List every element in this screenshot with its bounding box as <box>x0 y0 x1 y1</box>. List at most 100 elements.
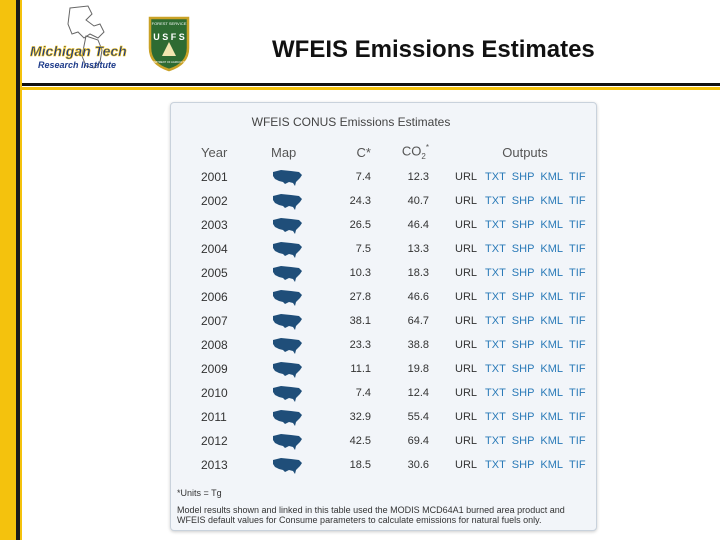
map-cell[interactable] <box>271 165 337 189</box>
carbon-cell: 23.3 <box>349 339 371 351</box>
output-link-url[interactable]: URL <box>455 387 478 399</box>
output-link-shp[interactable]: SHP <box>511 363 535 375</box>
map-cell[interactable] <box>271 189 337 213</box>
output-link-txt[interactable]: TXT <box>485 387 506 399</box>
carbon-cell: 11.1 <box>350 363 371 375</box>
output-link-tif[interactable]: TIF <box>569 363 586 375</box>
output-link-tif[interactable]: TIF <box>569 291 586 303</box>
map-cell[interactable] <box>271 309 337 333</box>
shield-letters: U S F S <box>153 32 185 42</box>
map-cell[interactable] <box>271 333 337 357</box>
output-link-kml[interactable]: KML <box>540 291 564 303</box>
output-link-tif[interactable]: TIF <box>569 435 586 447</box>
output-link-shp[interactable]: SHP <box>511 339 535 351</box>
output-link-url[interactable]: URL <box>455 243 478 255</box>
output-link-url[interactable]: URL <box>455 435 478 447</box>
output-link-txt[interactable]: TXT <box>485 219 506 231</box>
output-link-tif[interactable]: TIF <box>569 171 586 183</box>
us-map-icon <box>273 458 302 474</box>
output-link-shp[interactable]: SHP <box>511 435 535 447</box>
output-link-shp[interactable]: SHP <box>511 459 535 471</box>
map-cell[interactable] <box>271 213 337 237</box>
output-link-tif[interactable]: TIF <box>569 339 586 351</box>
output-link-txt[interactable]: TXT <box>485 291 506 303</box>
shield-bottom-text: DEPARTMENT OF AGRICULTURE <box>149 60 190 64</box>
outputs-cell: URL TXT SHP KML TIF <box>455 309 595 333</box>
output-link-shp[interactable]: SHP <box>511 195 535 207</box>
output-link-url[interactable]: URL <box>455 267 478 279</box>
output-link-tif[interactable]: TIF <box>569 267 586 279</box>
map-cell[interactable] <box>271 237 337 261</box>
year-cell: 2003 <box>201 218 228 232</box>
output-link-shp[interactable]: SHP <box>511 219 535 231</box>
map-cell[interactable] <box>271 357 337 381</box>
output-link-url[interactable]: URL <box>455 219 478 231</box>
output-link-txt[interactable]: TXT <box>485 339 506 351</box>
output-link-tif[interactable]: TIF <box>569 315 586 327</box>
output-link-kml[interactable]: KML <box>540 171 564 183</box>
header-divider <box>22 83 720 86</box>
output-link-shp[interactable]: SHP <box>511 291 535 303</box>
output-link-kml[interactable]: KML <box>540 315 564 327</box>
map-cell[interactable] <box>271 285 337 309</box>
co2-cell: 12.3 <box>407 171 429 183</box>
header-co2-sub: 2 <box>421 151 426 161</box>
output-link-tif[interactable]: TIF <box>569 411 586 423</box>
map-cell[interactable] <box>271 261 337 285</box>
output-link-kml[interactable]: KML <box>540 411 564 423</box>
us-map-icon <box>273 314 302 330</box>
units-note: *Units = Tg <box>177 488 222 498</box>
output-link-shp[interactable]: SHP <box>511 387 535 399</box>
co2-cell: 46.4 <box>407 219 429 231</box>
output-link-kml[interactable]: KML <box>540 363 564 375</box>
output-link-kml[interactable]: KML <box>540 219 564 231</box>
output-link-txt[interactable]: TXT <box>485 171 506 183</box>
output-link-tif[interactable]: TIF <box>569 459 586 471</box>
output-link-txt[interactable]: TXT <box>485 195 506 207</box>
output-link-kml[interactable]: KML <box>540 459 564 471</box>
output-link-shp[interactable]: SHP <box>511 315 535 327</box>
table-header-row: Year Map C* CO2* Outputs <box>193 139 595 165</box>
output-link-shp[interactable]: SHP <box>511 243 535 255</box>
carbon-cell: 32.9 <box>349 411 371 423</box>
output-link-txt[interactable]: TXT <box>485 363 506 375</box>
output-link-kml[interactable]: KML <box>540 195 564 207</box>
output-link-shp[interactable]: SHP <box>511 267 535 279</box>
map-cell[interactable] <box>271 381 337 405</box>
output-link-url[interactable]: URL <box>455 363 478 375</box>
output-link-url[interactable]: URL <box>455 339 478 351</box>
output-link-tif[interactable]: TIF <box>569 387 586 399</box>
output-link-tif[interactable]: TIF <box>569 219 586 231</box>
output-link-kml[interactable]: KML <box>540 339 564 351</box>
output-link-url[interactable]: URL <box>455 411 478 423</box>
output-link-txt[interactable]: TXT <box>485 411 506 423</box>
output-link-tif[interactable]: TIF <box>569 195 586 207</box>
output-link-txt[interactable]: TXT <box>485 243 506 255</box>
output-link-txt[interactable]: TXT <box>485 459 506 471</box>
output-link-url[interactable]: URL <box>455 315 478 327</box>
output-link-kml[interactable]: KML <box>540 435 564 447</box>
emissions-table-panel: WFEIS CONUS Emissions Estimates Year Map… <box>170 102 597 531</box>
output-link-kml[interactable]: KML <box>540 267 564 279</box>
co2-cell: 64.7 <box>407 315 429 327</box>
year-cell: 2005 <box>201 266 228 280</box>
map-cell[interactable] <box>271 453 337 477</box>
output-link-url[interactable]: URL <box>455 171 478 183</box>
output-link-kml[interactable]: KML <box>540 387 564 399</box>
output-link-shp[interactable]: SHP <box>511 171 535 183</box>
table-row: 2003 26.5 46.4 URL TXT SHP KML TIF <box>193 213 595 237</box>
output-link-url[interactable]: URL <box>455 195 478 207</box>
output-link-url[interactable]: URL <box>455 459 478 471</box>
map-cell[interactable] <box>271 405 337 429</box>
output-link-txt[interactable]: TXT <box>485 315 506 327</box>
co2-cell: 38.8 <box>407 339 429 351</box>
output-link-txt[interactable]: TXT <box>485 435 506 447</box>
output-link-shp[interactable]: SHP <box>511 411 535 423</box>
map-cell[interactable] <box>271 429 337 453</box>
output-link-kml[interactable]: KML <box>540 243 564 255</box>
output-link-tif[interactable]: TIF <box>569 243 586 255</box>
outputs-cell: URL TXT SHP KML TIF <box>455 333 595 357</box>
output-link-txt[interactable]: TXT <box>485 267 506 279</box>
output-link-url[interactable]: URL <box>455 291 478 303</box>
header-divider-accent <box>22 87 720 90</box>
